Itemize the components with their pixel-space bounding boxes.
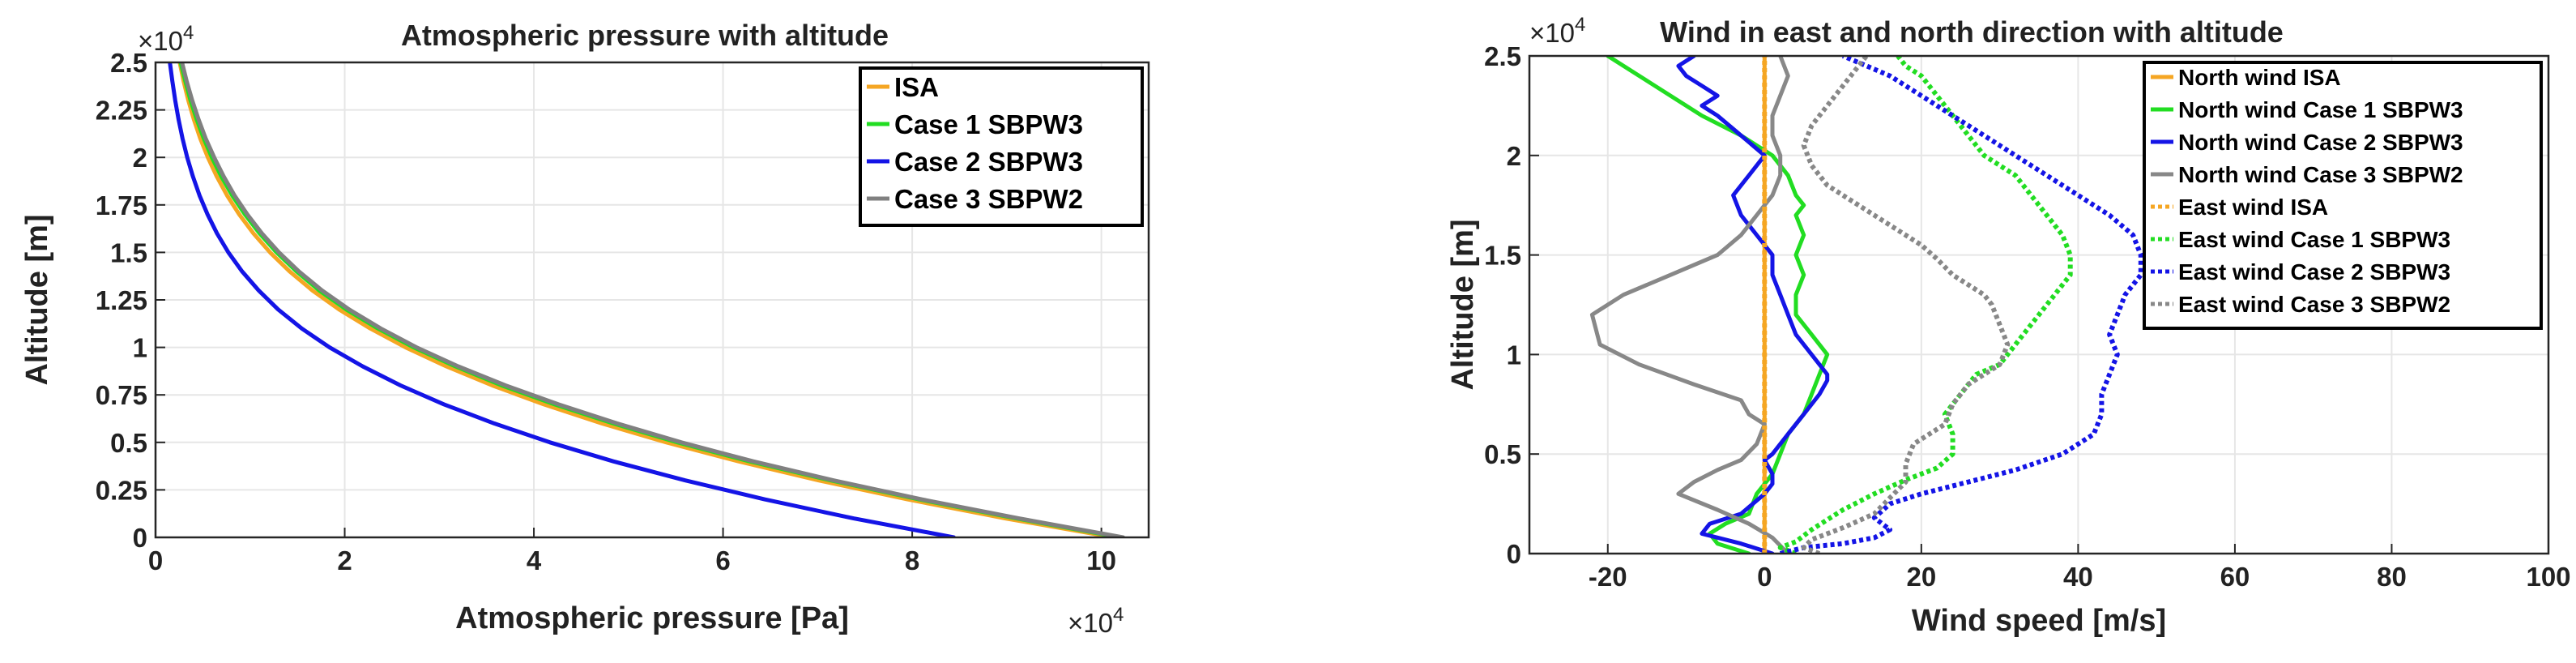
- series-line-6: [1777, 56, 2073, 554]
- x-tick-label: 80: [2377, 562, 2407, 592]
- y-tick-label: 0: [133, 523, 147, 553]
- y-axis-label: Altitude [m]: [20, 214, 54, 385]
- series-line-1: [177, 62, 1116, 537]
- y-tick-label: 0.25: [96, 475, 147, 505]
- legend-label: North wind ISA: [2178, 65, 2341, 90]
- plot-lines: [1589, 56, 2143, 554]
- legend-label: East wind Case 2 SBPW3: [2178, 259, 2450, 284]
- y-tick-label: 0.5: [110, 428, 147, 458]
- x-axis-label: Wind speed [m/s]: [1912, 604, 2166, 638]
- x-tick-label: 0: [1757, 562, 1772, 592]
- legend-label: ISA: [894, 72, 939, 102]
- series-line-4: [1589, 56, 1790, 554]
- chart-title: Wind in east and north direction with al…: [1660, 15, 2284, 49]
- x-tick-label: 10: [1086, 545, 1116, 575]
- y-tick-label: 1.75: [96, 190, 147, 220]
- legend: North wind ISA North wind Case 1 SBPW3 Nor…: [2143, 61, 2543, 330]
- legend-label: East wind ISA: [2178, 195, 2328, 220]
- series-line-4: [180, 62, 1125, 537]
- x-tick-label: 8: [905, 545, 919, 575]
- legend-label: East wind Case 1 SBPW3: [2178, 227, 2450, 252]
- y-exponent: ×104: [138, 22, 194, 56]
- series-line-3: [1676, 56, 1830, 554]
- x-tick-label: 6: [715, 545, 730, 575]
- x-tick-label: 40: [2063, 562, 2093, 592]
- x-tick-label: 2: [337, 545, 352, 575]
- legend-label: Case 1 SBPW3: [894, 109, 1083, 139]
- legend-box: [2143, 61, 2543, 330]
- chart-title: Atmospheric pressure with altitude: [401, 19, 889, 52]
- series-line-7: [1779, 56, 2143, 554]
- legend-label: Case 3 SBPW2: [894, 184, 1083, 214]
- x-tick-label: 60: [2220, 562, 2250, 592]
- axes-box: [1528, 54, 2550, 555]
- y-tick-label: 2: [133, 143, 147, 173]
- pressure-chart: Atmospheric pressure with altitude 0 2 4 6 8…: [20, 19, 1150, 638]
- x-tick-label: 4: [527, 545, 542, 575]
- y-exponent: ×104: [1529, 14, 1585, 48]
- series-line-8: [1801, 56, 2011, 554]
- y-tick-label: 2.5: [1484, 41, 1521, 71]
- x-tick-label: 20: [1906, 562, 1936, 592]
- y-tick-label: 1.25: [96, 285, 147, 315]
- x-tick-label: 100: [2526, 562, 2570, 592]
- axes-box: [154, 61, 1150, 539]
- y-tick-label: 1.5: [110, 237, 147, 267]
- tick-labels: -20 0 20 40 60 80 100 0 0.5 1 1.5 2 2.5: [1484, 41, 2570, 592]
- legend-label: North wind Case 3 SBPW2: [2178, 162, 2463, 187]
- x-axis-label: Atmospheric pressure [Pa]: [455, 601, 849, 635]
- legend-label: Case 2 SBPW3: [894, 147, 1083, 177]
- plot-lines: [168, 62, 1125, 537]
- y-tick-label: 0.5: [1484, 439, 1521, 469]
- y-tick-label: 0.75: [96, 380, 147, 410]
- wind-chart: Wind in east and north direction with al…: [1446, 14, 2571, 638]
- y-tick-label: 0: [1507, 539, 1521, 569]
- series-line-2: [1606, 56, 1830, 554]
- y-tick-label: 2.25: [96, 96, 147, 126]
- y-tick-label: 1: [133, 333, 147, 363]
- tick-labels: 0 2 4 6 8 10 0 0.25 0.5 0.75 1 1.25 1.5 1.75 2 2.25 2.5: [96, 48, 1116, 575]
- legend: ISA Case 1 SBPW3 Case 2 SBPW3 Case 3 SBPW2: [859, 66, 1144, 227]
- series-line-3: [168, 62, 956, 537]
- y-tick-label: 1: [1507, 340, 1521, 370]
- legend-label: East wind Case 3 SBPW2: [2178, 292, 2450, 317]
- x-exponent: ×104: [1068, 604, 1124, 638]
- x-tick-label: 0: [148, 545, 163, 575]
- y-tick-label: 1.5: [1484, 241, 1521, 271]
- legend-box: [859, 66, 1144, 227]
- legend-label: North wind Case 2 SBPW3: [2178, 130, 2463, 155]
- y-tick-label: 2: [1507, 141, 1521, 171]
- legend-label: North wind Case 1 SBPW3: [2178, 97, 2463, 122]
- y-axis-label: Altitude [m]: [1446, 219, 1480, 390]
- y-tick-label: 2.5: [110, 48, 147, 78]
- x-tick-label: -20: [1589, 562, 1627, 592]
